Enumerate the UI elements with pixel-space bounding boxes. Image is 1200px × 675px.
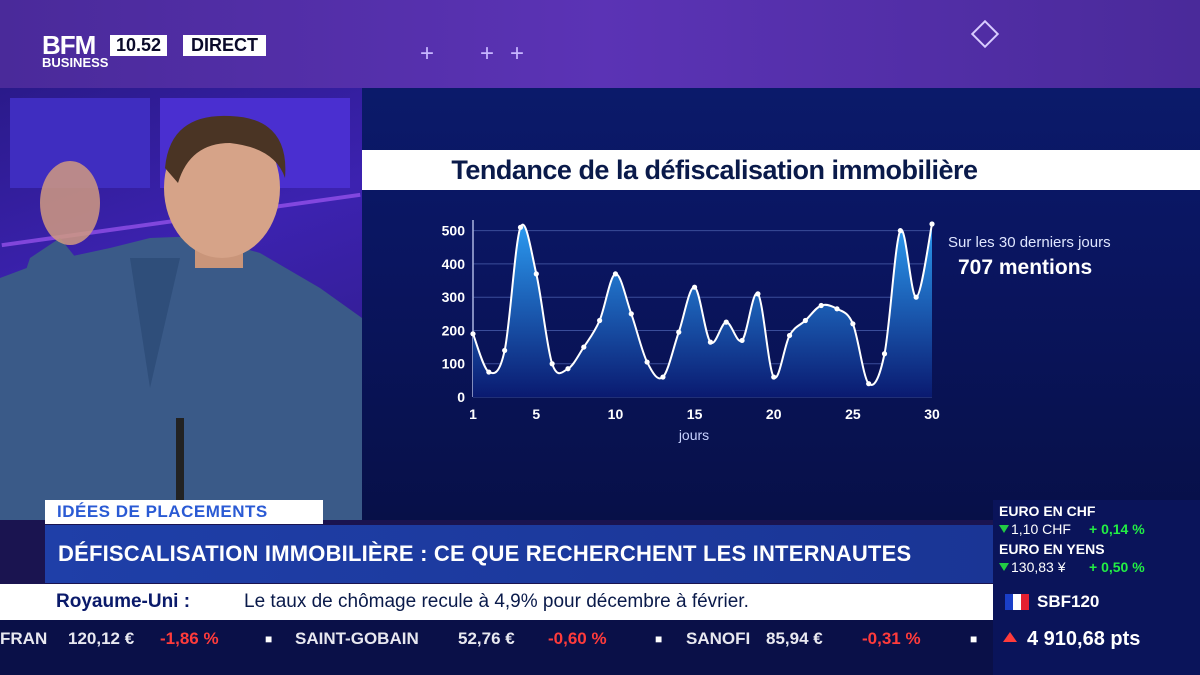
data-point (913, 294, 919, 300)
headline-banner: DÉFISCALISATION IMMOBILIÈRE : CE QUE REC… (45, 525, 993, 583)
ticker-separator-icon: ■ (265, 632, 273, 646)
data-point (786, 332, 793, 339)
ticker-change: -1,86 % (160, 629, 219, 648)
index-name: SBF120 (1037, 592, 1100, 611)
y-tick-label: 300 (442, 289, 466, 305)
index-value-box: 4 910,68 pts (993, 620, 1200, 675)
data-point (755, 291, 761, 297)
data-point (612, 271, 619, 277)
news-bar: Royaume-Uni : Le taux de chômage recule … (0, 584, 993, 620)
data-point (834, 306, 840, 312)
plus-decoration-icon: + (510, 40, 525, 67)
data-point (850, 321, 856, 327)
data-point (771, 374, 777, 380)
plus-decoration-icon: + (480, 40, 495, 67)
top-bar: BFM BUSINESS 10.52 DIRECT + + + (0, 0, 1200, 88)
ticker-price: 120,12 € (68, 629, 135, 648)
market-change: + 0,14 % (1089, 521, 1145, 537)
x-tick-label: 10 (608, 406, 624, 422)
headline-text: DÉFISCALISATION IMMOBILIÈRE : CE QUE REC… (58, 541, 912, 566)
market-panel: EURO EN CHF 1,10 CHF + 0,14 % EURO EN YE… (993, 500, 1200, 584)
stock-ticker: FRAN 120,12 € -1,86 % ■ SAINT-GOBAIN 52,… (0, 620, 993, 675)
data-point (707, 339, 714, 345)
data-point (660, 374, 666, 380)
y-tick-label: 100 (442, 356, 466, 372)
france-flag-icon (1005, 594, 1029, 610)
y-tick-label: 200 (442, 322, 466, 338)
x-tick-label: 20 (766, 406, 782, 422)
presenter-figure (0, 115, 362, 520)
stat-caption: Sur les 30 derniers jours (948, 234, 1111, 251)
data-point (818, 302, 824, 309)
data-point (565, 366, 571, 372)
data-point (628, 311, 634, 317)
data-point (549, 361, 555, 367)
arrow-up-icon (1003, 632, 1017, 642)
data-point (881, 351, 888, 357)
data-point (723, 319, 729, 325)
x-tick-label: 5 (532, 406, 540, 422)
ticker-price: 52,76 € (458, 629, 515, 648)
x-tick-label: 15 (687, 406, 703, 422)
data-point (691, 284, 698, 290)
data-point (533, 271, 539, 277)
y-tick-label: 500 (442, 223, 466, 239)
arrow-down-icon (999, 525, 1009, 533)
arrow-down-icon (999, 563, 1009, 571)
chart-title: Tendance de la défiscalisation immobiliè… (451, 155, 978, 185)
data-point (486, 369, 492, 375)
market-name: EURO EN YENS (999, 541, 1105, 557)
market-name: EURO EN CHF (999, 503, 1096, 519)
x-tick-label: 1 (469, 406, 477, 422)
ticker-name: SANOFI (686, 629, 751, 648)
data-point (929, 221, 935, 227)
x-tick-label: 25 (845, 406, 861, 422)
market-change: + 0,50 % (1089, 559, 1145, 575)
market-value: 130,83 ¥ (1011, 559, 1066, 575)
data-point (802, 317, 808, 324)
data-point (597, 317, 603, 324)
diamond-decoration-icon (970, 19, 1000, 49)
data-point (897, 228, 903, 234)
data-point (739, 337, 745, 344)
ticker-separator-icon: ■ (655, 632, 663, 646)
data-point (517, 224, 524, 230)
ticker-price: 85,94 € (766, 629, 823, 648)
ticker-change: -0,31 % (862, 629, 921, 648)
stat-value: 707 mentions (958, 256, 1093, 279)
y-tick-label: 400 (442, 256, 466, 272)
ticker-name: FRAN (0, 629, 48, 648)
data-point (502, 347, 508, 354)
channel-logo: BFM BUSINESS (42, 30, 109, 70)
live-badge: DIRECT (183, 35, 266, 56)
area-fill (473, 224, 932, 397)
index-header: SBF120 (993, 584, 1200, 620)
news-country: Royaume-Uni : (56, 591, 191, 612)
data-point (676, 329, 682, 335)
market-value: 1,10 CHF (1011, 521, 1071, 537)
category-tag: IDÉES DE PLACEMENTS (45, 500, 323, 524)
index-value: 4 910,68 pts (1027, 628, 1141, 650)
x-axis-label: jours (678, 427, 709, 443)
series-line (472, 223, 933, 386)
studio-video (0, 88, 362, 520)
data-point (470, 331, 476, 337)
logo-top: BFM (42, 30, 96, 60)
plus-decoration-icon: + (420, 40, 435, 67)
ticker-change: -0,60 % (548, 629, 607, 648)
data-point (866, 381, 872, 387)
category-tag-label: IDÉES DE PLACEMENTS (57, 502, 268, 521)
ticker-name: SAINT-GOBAIN (295, 629, 419, 648)
data-point (581, 344, 587, 350)
chart-title-band (362, 150, 1200, 190)
clock: 10.52 (110, 35, 168, 56)
news-text: Le taux de chômage recule à 4,9% pour dé… (244, 591, 749, 612)
data-point (644, 359, 650, 365)
ticker-separator-icon: ■ (970, 632, 978, 646)
x-tick-label: 30 (924, 406, 940, 422)
logo-bottom: BUSINESS (42, 55, 109, 70)
y-tick-label: 0 (457, 389, 465, 405)
